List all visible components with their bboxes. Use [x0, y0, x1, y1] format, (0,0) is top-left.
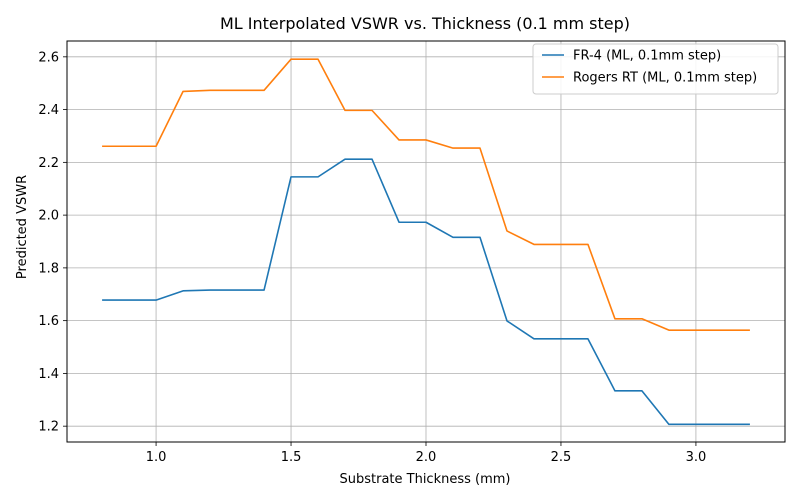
y-tick-label: 2.2	[38, 156, 59, 171]
x-tick-label: 1.5	[281, 450, 302, 465]
grid	[67, 41, 785, 442]
x-tick-label: 3.0	[686, 450, 707, 465]
y-tick-label: 1.6	[38, 314, 59, 329]
y-axis-label: Predicted VSWR	[15, 175, 30, 279]
x-tick-label: 2.5	[551, 450, 572, 465]
legend-box	[532, 43, 779, 95]
y-tick-label: 2.6	[38, 50, 59, 65]
y-tick-label: 2.0	[38, 209, 59, 224]
legend-label: Rogers RT (ML, 0.1mm step)	[573, 71, 757, 86]
legend: FR-4 (ML, 0.1mm step) Rogers RT (ML, 0.1m…	[532, 43, 779, 95]
y-tick-label: 1.4	[38, 367, 59, 382]
y-tick-label: 2.4	[38, 103, 59, 118]
chart-title: ML Interpolated VSWR vs. Thickness (0.1 …	[220, 14, 630, 33]
x-tick-label: 1.0	[146, 450, 167, 465]
ticks: 1.0 1.5 2.0 2.5 3.0 1.2 1.4 1.6 1.8 2.0 2.2 2.4 2.6	[38, 50, 706, 465]
legend-label: FR-4 (ML, 0.1mm step)	[573, 49, 721, 64]
x-tick-label: 2.0	[416, 450, 437, 465]
series-line-1	[102, 158, 750, 426]
series-layer	[102, 58, 750, 426]
y-tick-label: 1.8	[38, 261, 59, 276]
x-axis-label: Substrate Thickness (mm)	[339, 472, 510, 487]
y-tick-label: 1.2	[38, 420, 59, 435]
series-line-2	[102, 58, 750, 331]
